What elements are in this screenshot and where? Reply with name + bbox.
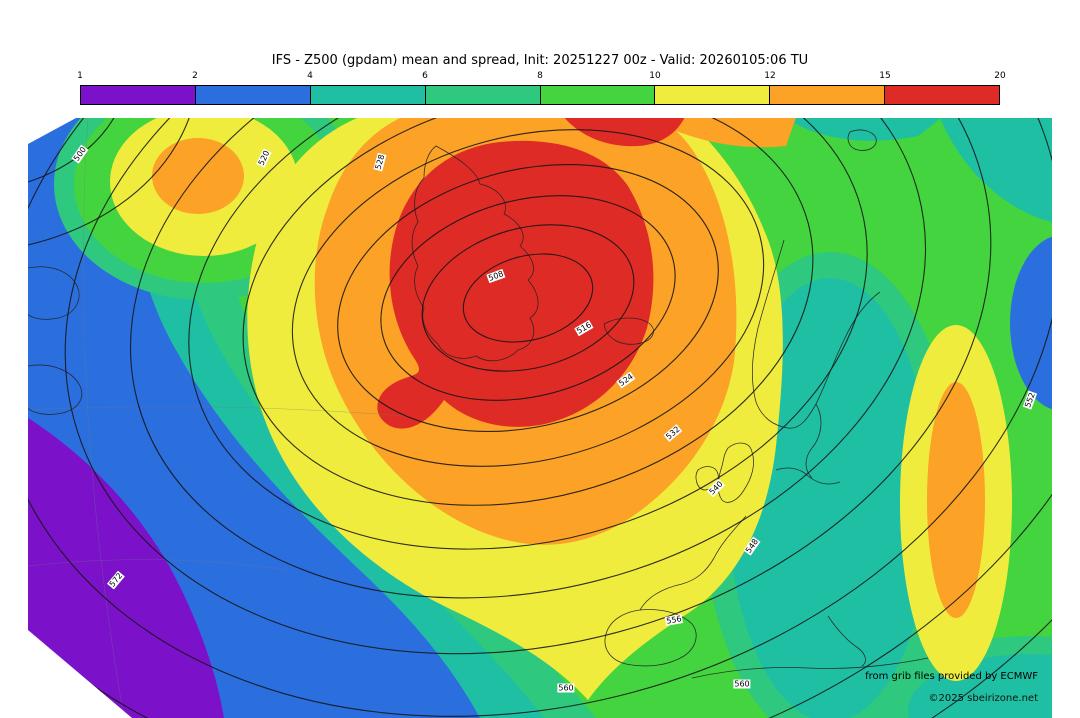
coast-africa: [691, 657, 929, 679]
coast-baltic: [805, 403, 822, 479]
colorbar-tick: 10: [649, 71, 661, 81]
coast-italy: [827, 615, 866, 667]
coast-iceland: [603, 317, 654, 345]
map-corner-mask-nw: [28, 118, 76, 144]
spread-region-red-top: [564, 118, 685, 147]
coast-iberia: [604, 609, 697, 667]
coast-labrador: [28, 364, 82, 415]
spread-region-orange-topleft: [152, 138, 244, 214]
colorbar-tick: 1: [77, 71, 83, 81]
colorbar-segment-8-10: [539, 86, 655, 104]
spread-region-teal-topright: [940, 118, 1052, 222]
coast-denmark: [775, 467, 841, 485]
spread-region-blue-rightedge: [1010, 236, 1052, 410]
colorbar-segment-1-2: [81, 86, 195, 104]
coast-svalbard: [847, 129, 877, 151]
colorbar-segment-10-12: [654, 86, 770, 104]
spread-region-teal-bottomright: [908, 654, 1052, 718]
coast-britain: [717, 442, 754, 503]
coast-greenland: [411, 145, 539, 362]
credits-copyright: ©2025 sbeirizone.net: [928, 693, 1038, 704]
credits-ecmwf: from grib files provided by ECMWF: [865, 671, 1038, 682]
graticule: [28, 118, 405, 718]
page-title: IFS - Z500 (gpdam) mean and spread, Init…: [271, 53, 809, 68]
spread-region-red-main: [377, 140, 654, 429]
coast-france: [639, 515, 747, 611]
projection-corner-masks: [28, 118, 132, 718]
contour-lines: [28, 118, 1052, 718]
spread-region-teal-topstrip: [786, 118, 940, 141]
colorbar-tick: 6: [422, 71, 428, 81]
colorbar-tick: 12: [764, 71, 776, 81]
colorbar-segment-4-6: [309, 86, 425, 104]
colorbar-tick: 2: [192, 71, 198, 81]
spread-region-purple: [28, 418, 224, 718]
spread-fill-layer: [28, 118, 1052, 718]
colorbar-segment-6-8: [424, 86, 540, 104]
colorbar-tick: 8: [537, 71, 543, 81]
coast-canada: [28, 266, 80, 320]
colorbar: 1 2 4 6 8 10 12 15 20: [77, 71, 1006, 105]
colorbar-tick: 4: [307, 71, 313, 81]
spread-region-orange-topright: [646, 118, 796, 148]
colorbar-segments: [80, 85, 1000, 105]
colorbar-ticks: 1 2 4 6 8 10 12 15 20: [77, 71, 1006, 84]
spread-map: 500 520 528 508 516 524 532 540 548 556 560 560 552 5…: [28, 118, 1052, 718]
spread-region-orange-right: [927, 382, 985, 618]
map-canvas: [28, 118, 1052, 718]
colorbar-segment-15-20: [884, 86, 999, 104]
coastlines: [28, 129, 929, 679]
colorbar-tick: 20: [994, 71, 1006, 81]
colorbar-segment-2-4: [194, 86, 310, 104]
map-corner-mask-sw: [28, 630, 132, 718]
colorbar-segment-12-15: [769, 86, 885, 104]
colorbar-tick: 15: [879, 71, 891, 81]
coast-norway: [751, 239, 881, 429]
